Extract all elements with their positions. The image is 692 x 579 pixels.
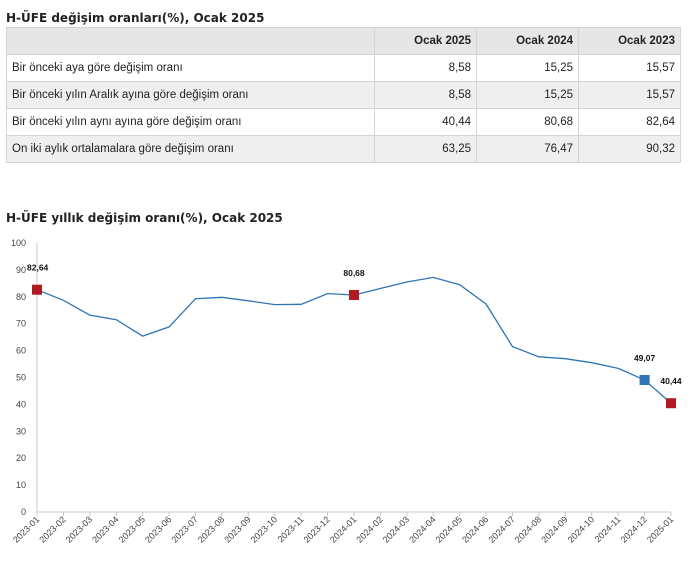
data-point-marker xyxy=(32,284,42,295)
x-tick-label: 2024-04 xyxy=(407,514,437,544)
x-tick-label: 2023-05 xyxy=(117,514,147,544)
x-tick-label: 2023-09 xyxy=(222,514,252,544)
x-tick-label: 2023-10 xyxy=(249,514,279,544)
y-tick-label: 50 xyxy=(16,373,26,383)
table-row: Bir önceki yılın Aralık ayına göre değiş… xyxy=(5,81,681,109)
row-label: On iki aylık ortalamalara göre değişim o… xyxy=(5,135,376,163)
data-label: 40,44 xyxy=(660,376,682,386)
cell-value: 8,58 xyxy=(374,54,478,82)
y-tick-label: 40 xyxy=(16,399,26,409)
x-tick-label: 2024-01 xyxy=(328,514,358,544)
x-tick-label: 2023-03 xyxy=(64,514,94,544)
cell-value: 15,25 xyxy=(476,81,580,109)
cell-value: 15,57 xyxy=(578,81,681,109)
table-row: Bir önceki yılın aynı ayına göre değişim… xyxy=(5,108,681,136)
cell-value: 82,64 xyxy=(578,108,681,136)
x-tick-label: 2023-04 xyxy=(90,514,120,544)
table-row: On iki aylık ortalamalara göre değişim o… xyxy=(5,135,681,163)
y-tick-label: 20 xyxy=(16,453,26,463)
row-label: Bir önceki yılın aynı ayına göre değişim… xyxy=(5,108,376,136)
data-label: 49,07 xyxy=(634,353,656,363)
x-tick-label: 2024-10 xyxy=(566,514,596,544)
x-tick-label: 2025-01 xyxy=(645,514,675,544)
x-tick-label: 2023-11 xyxy=(276,514,306,544)
data-point-marker xyxy=(349,289,359,300)
x-tick-label: 2024-02 xyxy=(354,514,384,544)
y-tick-label: 80 xyxy=(16,292,26,302)
y-tick-label: 0 xyxy=(21,507,26,517)
x-tick-label: 2023-07 xyxy=(169,514,199,544)
x-tick-label: 2024-03 xyxy=(381,514,411,544)
y-tick-label: 90 xyxy=(16,265,26,275)
row-label: Bir önceki yılın Aralık ayına göre değiş… xyxy=(5,81,376,109)
data-point-marker xyxy=(666,398,676,409)
data-label: 80,68 xyxy=(343,268,365,278)
y-tick-label: 60 xyxy=(16,346,26,356)
cell-value: 15,25 xyxy=(476,54,580,82)
row-label: Bir önceki aya göre değişim oranı xyxy=(5,54,376,82)
cell-value: 8,58 xyxy=(374,81,478,109)
y-tick-label: 10 xyxy=(16,480,26,490)
x-tick-label: 2024-07 xyxy=(486,514,516,544)
cell-value: 15,57 xyxy=(578,54,681,82)
chart-title: H-ÜFE yıllık değişim oranı(%), Ocak 2025 xyxy=(6,211,283,225)
cell-value: 90,32 xyxy=(578,135,681,163)
y-tick-label: 70 xyxy=(16,319,26,329)
table-row: Bir önceki aya göre değişim oranı 8,58 1… xyxy=(5,54,681,82)
x-tick-label: 2024-11 xyxy=(593,514,623,544)
y-tick-label: 100 xyxy=(11,238,26,248)
x-tick-label: 2024-06 xyxy=(460,514,490,544)
x-tick-label: 2023-01 xyxy=(11,514,41,544)
x-tick-label: 2023-12 xyxy=(302,514,332,544)
x-tick-label: 2024-05 xyxy=(434,514,464,544)
data-point-marker xyxy=(639,375,650,386)
change-rates-table: Ocak 2025 Ocak 2024 Ocak 2023 Bir önceki… xyxy=(5,27,681,163)
table-header-ocak-2023: Ocak 2023 xyxy=(578,27,681,55)
table-header-row: Ocak 2025 Ocak 2024 Ocak 2023 xyxy=(5,27,681,55)
y-tick-label: 30 xyxy=(16,426,26,436)
x-tick-label: 2023-02 xyxy=(37,514,67,544)
x-tick-label: 2023-06 xyxy=(143,514,173,544)
x-tick-label: 2024-09 xyxy=(539,514,569,544)
table-title: H-ÜFE değişim oranları(%), Ocak 2025 xyxy=(6,11,265,25)
data-label: 82,64 xyxy=(27,263,49,273)
x-tick-label: 2024-08 xyxy=(513,514,543,544)
x-tick-label: 2023-08 xyxy=(196,514,226,544)
cell-value: 76,47 xyxy=(476,135,580,163)
x-tick-label: 2024-12 xyxy=(619,514,649,544)
